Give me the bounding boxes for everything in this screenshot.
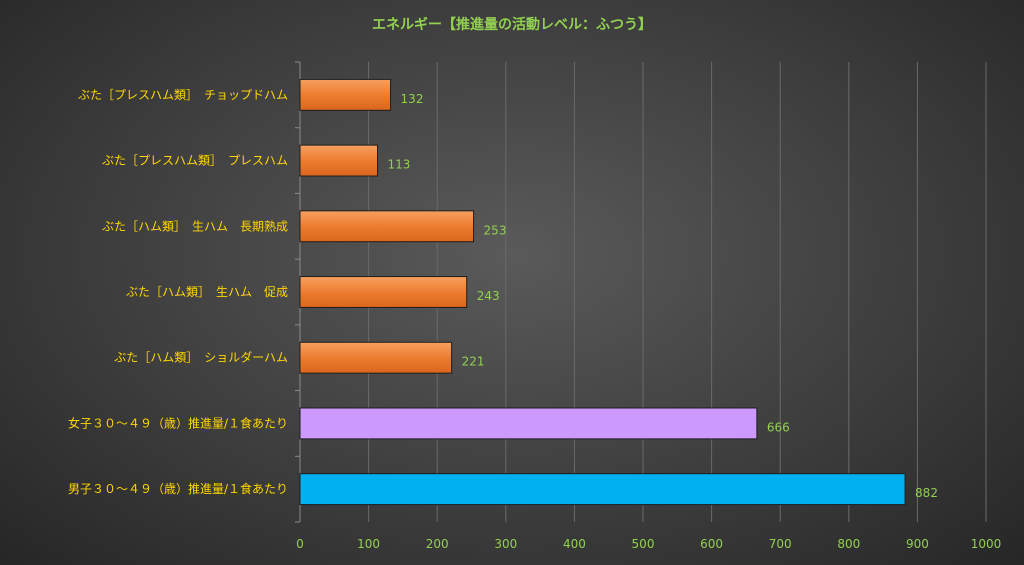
x-tick-label: 0 bbox=[296, 537, 304, 551]
x-tick-label: 300 bbox=[494, 537, 517, 551]
data-label: 221 bbox=[462, 355, 485, 369]
x-tick-label: 1000 bbox=[971, 537, 1002, 551]
x-tick-label: 200 bbox=[426, 537, 449, 551]
x-tick-label: 100 bbox=[357, 537, 380, 551]
x-tick-label: 700 bbox=[769, 537, 792, 551]
bar bbox=[299, 341, 453, 374]
data-label: 666 bbox=[767, 420, 790, 434]
data-label: 113 bbox=[388, 158, 411, 172]
bar bbox=[299, 407, 758, 440]
category-label: ぶた［ハム類］ 生ハム 促成 bbox=[126, 285, 288, 299]
x-tick-label: 500 bbox=[632, 537, 655, 551]
data-label: 882 bbox=[915, 486, 938, 500]
x-tick-label: 900 bbox=[906, 537, 929, 551]
x-tick-label: 600 bbox=[700, 537, 723, 551]
bar bbox=[299, 144, 379, 177]
x-tick-label: 400 bbox=[563, 537, 586, 551]
category-label: ぶた［プレスハム類］ チョップドハム bbox=[78, 88, 288, 102]
data-label: 132 bbox=[401, 92, 424, 106]
category-label: ぶた［プレスハム類］ プレスハム bbox=[102, 154, 288, 168]
bar bbox=[299, 210, 475, 243]
bar bbox=[299, 473, 906, 506]
data-label: 243 bbox=[477, 289, 500, 303]
category-label: 男子３０～４９（歳）推進量/１食あたり bbox=[68, 481, 288, 496]
category-label: ぶた［ハム類］ ショルダーハム bbox=[114, 350, 288, 365]
data-label: 253 bbox=[484, 223, 507, 237]
chart-title: エネルギー【推進量の活動レベル：ふつう】 bbox=[372, 17, 652, 33]
category-label: 女子３０～４９（歳）推進量/１食あたり bbox=[68, 415, 288, 430]
bar bbox=[299, 78, 392, 111]
bar bbox=[299, 276, 468, 308]
category-label: ぶた［ハム類］ 生ハム 長期熟成 bbox=[102, 218, 288, 233]
x-tick-label: 800 bbox=[837, 537, 860, 551]
